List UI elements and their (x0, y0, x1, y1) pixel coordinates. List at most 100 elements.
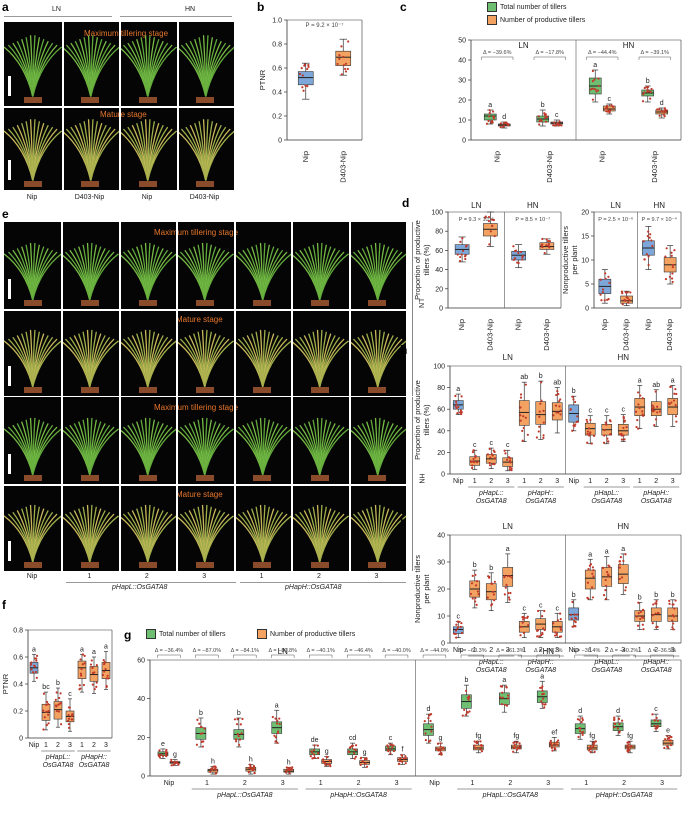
group-label: OsGATA8 (79, 762, 110, 769)
data-point (573, 425, 576, 428)
data-point (342, 55, 345, 59)
legend-c-total-label: Total number of tillers (500, 3, 567, 11)
data-point (580, 731, 584, 734)
data-point (524, 416, 527, 419)
data-point (674, 387, 677, 391)
x-category-label: 1 (205, 780, 209, 787)
significance-letter: d (660, 100, 664, 107)
data-point (668, 739, 671, 742)
data-point (519, 625, 522, 628)
section-label: LN (518, 41, 528, 50)
data-point (608, 433, 612, 436)
delta-bracket (533, 56, 566, 60)
data-point (365, 757, 368, 761)
x-category-label: 1 (44, 742, 48, 749)
plant-pot (23, 475, 42, 481)
data-point (555, 741, 559, 744)
data-point (646, 235, 649, 238)
significance-letter: a (80, 646, 84, 653)
box-iqr (584, 569, 596, 590)
data-point (386, 744, 389, 747)
group-label: OsGATA8 (591, 498, 622, 505)
data-point (542, 692, 545, 695)
x-category-label: 3 (671, 647, 675, 654)
data-point (597, 84, 600, 87)
group-label: pHapH:: (527, 490, 554, 497)
data-point (622, 415, 625, 419)
data-point (488, 447, 491, 451)
significance-letter: e (666, 727, 670, 734)
data-point (455, 623, 458, 626)
photo-divider (4, 309, 406, 311)
data-point (639, 394, 642, 397)
panel-e-line-label: 1 (259, 573, 264, 580)
data-point (592, 87, 595, 90)
data-point (672, 615, 676, 618)
data-point (506, 574, 509, 578)
data-point (512, 746, 516, 749)
data-point (436, 742, 440, 745)
data-point (538, 415, 541, 418)
data-point (671, 272, 674, 275)
significance-letter: ab (652, 382, 660, 389)
data-point (539, 118, 542, 121)
x-category-label: 3 (395, 780, 399, 787)
data-point (307, 63, 310, 67)
data-point (479, 740, 482, 743)
delta-label: Δ = −39.6% (483, 50, 512, 56)
data-point (55, 709, 59, 713)
plant-pot (138, 562, 157, 568)
data-point (500, 703, 504, 706)
plant-pot (196, 387, 214, 393)
data-point (538, 123, 541, 126)
x-category-label: 3 (506, 647, 510, 654)
data-point (311, 757, 314, 760)
significance-letter: a (605, 549, 609, 556)
data-point (238, 738, 242, 741)
y-tick-label: 20 (458, 98, 466, 105)
data-point (557, 124, 560, 127)
data-point (93, 671, 96, 674)
data-point (539, 686, 542, 689)
data-point (491, 224, 494, 227)
data-point (652, 603, 655, 606)
data-point (559, 413, 562, 416)
data-point (624, 291, 627, 294)
data-point (587, 427, 591, 430)
data-point (618, 566, 621, 569)
group-label: OsGATA8 (525, 667, 556, 674)
significance-letter: c (539, 603, 543, 610)
plant-pot (310, 387, 329, 393)
data-point (663, 746, 666, 750)
data-point (579, 727, 582, 730)
data-point (542, 409, 545, 412)
plant-foliage (348, 243, 406, 301)
data-point (635, 425, 638, 429)
data-point (354, 748, 357, 752)
group-label: pHapL:: (593, 659, 619, 666)
data-point (503, 449, 506, 452)
data-point (618, 560, 621, 563)
data-point (541, 631, 544, 635)
data-point (624, 553, 627, 556)
data-point (57, 710, 61, 713)
group-label: OsGATA8 (43, 762, 74, 769)
data-point (600, 299, 603, 302)
plant-foliage (290, 330, 349, 388)
plant-foliage (118, 119, 177, 182)
significance-letter: g (173, 752, 177, 759)
data-point (559, 635, 563, 638)
data-point (312, 748, 316, 752)
significance-letter: d (427, 706, 431, 713)
data-point (589, 418, 592, 422)
data-point (473, 744, 476, 747)
significance-letter: a (638, 377, 642, 384)
data-point (338, 57, 341, 60)
data-point (523, 616, 526, 620)
data-point (441, 747, 445, 750)
plant-foliage (61, 119, 120, 182)
data-point (601, 566, 605, 569)
plant-pot (368, 562, 387, 568)
data-point (459, 240, 462, 243)
significance-letter: c (555, 112, 559, 119)
